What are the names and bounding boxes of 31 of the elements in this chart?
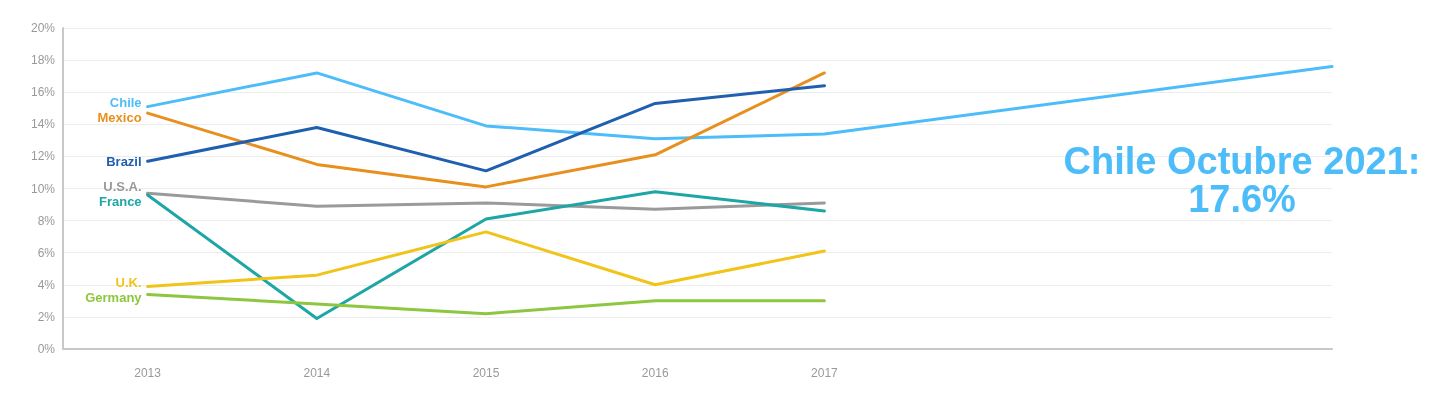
x-tick-label: 2013 (134, 366, 162, 380)
line-series (146, 230, 826, 288)
y-tick-label: 18% (30, 53, 56, 68)
x-tick-label: 2017 (811, 366, 839, 380)
x-tick-label: 2016 (641, 366, 669, 380)
y-tick-label: 14% (30, 117, 56, 132)
series-label: Brazil (106, 153, 142, 169)
y-tick-label: 4% (37, 277, 56, 292)
series-label: U.K. (115, 275, 142, 291)
y-tick-label: 10% (30, 181, 56, 196)
line-series (146, 65, 1334, 141)
y-tick-label: 20% (30, 21, 56, 35)
y-tick-label: 16% (30, 85, 56, 100)
series-label: U.S.A. (103, 179, 142, 195)
line-series (146, 84, 826, 173)
y-tick-label: 2% (37, 309, 56, 324)
y-tick-label: 8% (37, 213, 56, 228)
x-tick-label: 2014 (303, 366, 331, 380)
series-label: Chile (109, 94, 142, 110)
y-tick-label: 12% (30, 149, 56, 164)
series-label: Mexico (97, 109, 142, 125)
line-series (146, 292, 826, 316)
x-tick-label: 2015 (472, 366, 500, 380)
line-series (146, 191, 826, 211)
line-series (146, 190, 826, 321)
annotation: Chile Octubre 2021: 17.6% (1063, 139, 1421, 220)
y-tick-label: 6% (37, 245, 56, 260)
y-tick-label: 0% (37, 342, 56, 356)
line-series (146, 71, 826, 189)
series-label: Germany (85, 290, 143, 306)
series-label: France (98, 194, 142, 210)
